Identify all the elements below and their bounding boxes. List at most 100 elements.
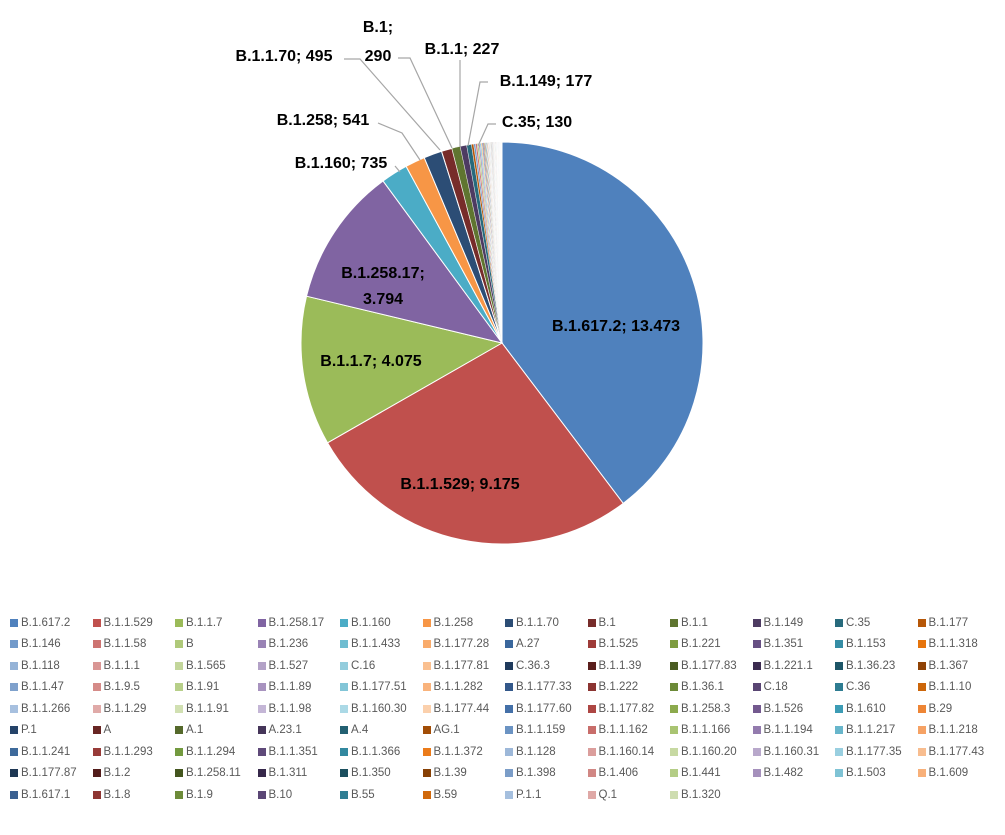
legend-item: AG.1 xyxy=(422,720,506,742)
legend-label: B.1.1.91 xyxy=(186,702,229,715)
legend-swatch xyxy=(587,640,596,649)
legend-label: B.1.91 xyxy=(186,681,220,694)
legend-item: B.1.398 xyxy=(505,763,588,785)
legend-item: B.1.609 xyxy=(917,763,1001,785)
legend-label: P.1.1 xyxy=(516,788,542,801)
legend-swatch xyxy=(257,769,266,778)
legend-item: B.1.8 xyxy=(92,784,176,806)
legend-item: B.1.367 xyxy=(917,655,1001,677)
legend-item: B.1.177.60 xyxy=(505,698,588,720)
legend-item: B.10 xyxy=(257,784,341,806)
legend-swatch xyxy=(92,790,101,799)
legend-label: B.1.1.241 xyxy=(21,745,71,758)
legend-swatch xyxy=(340,640,348,649)
legend-label: B.1.177.44 xyxy=(433,702,490,715)
legend-swatch xyxy=(587,704,596,713)
legend-label: B.1.1.194 xyxy=(763,724,813,737)
legend-swatch xyxy=(92,704,101,713)
legend-label: A.1 xyxy=(186,724,204,737)
legend-swatch xyxy=(340,661,348,670)
legend-swatch xyxy=(175,726,183,735)
legend-label: B.1.177.87 xyxy=(21,767,77,780)
legend-item: B.1.160.20 xyxy=(670,741,753,763)
legend-label: B.1.609 xyxy=(928,767,969,780)
legend-label: B.1.160 xyxy=(351,616,391,629)
legend-swatch xyxy=(92,747,101,756)
legend-swatch xyxy=(10,618,18,627)
legend-label: B.10 xyxy=(268,788,293,801)
legend-item: B.1.149 xyxy=(752,612,836,634)
legend-swatch xyxy=(422,640,431,649)
legend-label: B.1.526 xyxy=(763,702,804,715)
legend-swatch xyxy=(752,640,761,649)
legend-swatch xyxy=(752,661,761,670)
legend-item: B.1.1.293 xyxy=(92,741,176,763)
legend-item: B.1.1.529 xyxy=(92,612,176,634)
legend-label: B.1.1.282 xyxy=(433,681,483,694)
legend-swatch xyxy=(670,618,678,627)
leader-line-b-1-149 xyxy=(467,81,488,147)
legend-label: B.1.258.3 xyxy=(681,702,731,715)
legend-swatch xyxy=(670,747,678,756)
legend-swatch xyxy=(505,618,513,627)
leader-line-c-35 xyxy=(477,123,496,147)
pie-chart: B.1.617.2; 13.473 B.1.1.529; 9.175 B.1.1.7… xyxy=(236,19,704,545)
legend-item: B xyxy=(175,634,258,656)
legend-item: B.1.311 xyxy=(257,763,341,785)
legend-swatch xyxy=(340,726,348,735)
legend-swatch xyxy=(422,683,431,692)
legend-item: B.1.617.1 xyxy=(10,784,93,806)
legend-item: B.1.36.1 xyxy=(670,677,753,699)
legend-swatch xyxy=(917,726,926,735)
legend-swatch xyxy=(340,747,348,756)
legend-item: Q.1 xyxy=(587,784,671,806)
legend-swatch xyxy=(92,769,101,778)
legend-label: B.1.177.51 xyxy=(351,681,407,694)
legend-label: B.1.177 xyxy=(928,616,969,629)
legend-label: B.1.9 xyxy=(186,788,213,801)
legend-item: B.1.610 xyxy=(835,698,918,720)
legend-item: B.1.1.366 xyxy=(340,741,423,763)
legend-item: B.1.1.294 xyxy=(175,741,258,763)
legend-item: B.1.258.11 xyxy=(175,763,258,785)
legend-swatch xyxy=(670,683,678,692)
legend-swatch xyxy=(505,726,513,735)
legend-swatch xyxy=(835,661,843,670)
legend-item: B.1.222 xyxy=(587,677,671,699)
legend-swatch xyxy=(587,747,596,756)
legend-swatch xyxy=(670,661,678,670)
legend-swatch xyxy=(835,747,843,756)
legend-label: B.1.503 xyxy=(846,767,886,780)
legend-item: B.1.441 xyxy=(670,763,753,785)
legend-label: B.1.1.39 xyxy=(598,659,642,672)
legend-swatch xyxy=(670,704,678,713)
legend-item: B.1.1.217 xyxy=(835,720,918,742)
legend-swatch xyxy=(175,747,183,756)
legend-label: B.1.1.70 xyxy=(516,616,559,629)
legend-item: B.29 xyxy=(917,698,1001,720)
legend-label: B.1.9.5 xyxy=(103,681,140,694)
leader-lines xyxy=(344,57,496,173)
legend-label: B.1.177.33 xyxy=(516,681,572,694)
legend-item: B.1.482 xyxy=(752,763,836,785)
legend-swatch xyxy=(175,769,183,778)
legend-label: B.1.177.28 xyxy=(433,638,490,651)
legend-swatch xyxy=(10,726,18,735)
legend-item: B.1.221.1 xyxy=(752,655,836,677)
legend-label: C.36.3 xyxy=(516,659,550,672)
legend-swatch xyxy=(587,683,596,692)
legend-label: B xyxy=(186,638,194,651)
legend-item: B.1.153 xyxy=(835,634,918,656)
legend-label: B.1.351 xyxy=(763,638,804,651)
legend-label: B.1.1.529 xyxy=(103,616,153,629)
legend-item: B.1.503 xyxy=(835,763,918,785)
legend-item: B.1.258 xyxy=(422,612,506,634)
legend-swatch xyxy=(422,726,431,735)
legend-item: B.1.1.318 xyxy=(917,634,1001,656)
data-label-b-1-258: B.1.258; 541 xyxy=(277,112,370,129)
legend-swatch xyxy=(92,640,101,649)
legend-item: B.1.258.3 xyxy=(670,698,753,720)
legend-swatch xyxy=(340,790,348,799)
legend-label: B.1.1.47 xyxy=(21,681,64,694)
data-label-b-1-1-70: B.1.1.70; 495 xyxy=(236,48,333,65)
